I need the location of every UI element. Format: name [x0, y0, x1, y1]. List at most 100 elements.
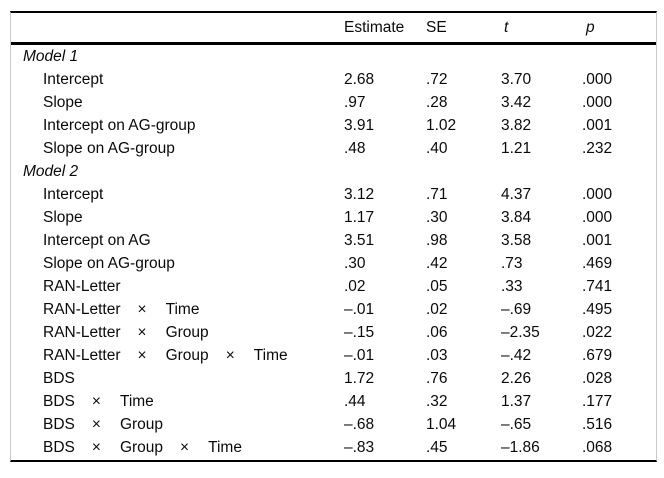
cell-t: 4.37: [501, 185, 532, 203]
cell-se: .06: [426, 324, 448, 342]
multiply-sign: ×: [137, 347, 147, 365]
row-label: RAN-Letter × Group: [11, 324, 344, 342]
row-label: BDS × Group: [11, 416, 344, 434]
multiply-sign: ×: [91, 416, 101, 434]
cell-estimate: .30: [344, 254, 366, 272]
row-label: RAN-Letter × Time: [11, 301, 344, 319]
multiply-sign: ×: [137, 301, 147, 319]
cell-t: 1.37: [501, 393, 532, 411]
header-p: p: [586, 18, 595, 36]
model-section-row: Model 2: [11, 160, 656, 183]
cell-t: 3.58: [501, 231, 532, 249]
table-row: RAN-Letter .02 .05 .33 .741: [11, 275, 656, 298]
label-text: Slope on AG-group: [43, 139, 175, 157]
label-text: Group: [119, 416, 164, 434]
table-row: Slope on AG-group .48 .40 1.21 .232: [11, 137, 656, 160]
section-label: Model 1: [11, 48, 344, 66]
cell-p: .495: [582, 301, 613, 319]
multiply-sign: ×: [137, 324, 147, 342]
cell-estimate: –.83: [344, 439, 375, 457]
cell-se: .02: [426, 301, 448, 319]
multiply-sign: ×: [91, 393, 101, 411]
label-text: Group: [119, 439, 164, 457]
cell-t: –.65: [501, 416, 532, 434]
label-text: RAN-Letter: [43, 347, 121, 365]
cell-se: .28: [426, 93, 448, 111]
cell-se: .30: [426, 208, 448, 226]
cell-se: .72: [426, 70, 448, 88]
row-label: Intercept on AG-group: [11, 117, 344, 135]
cell-t: 3.82: [501, 116, 532, 134]
cell-p: .741: [582, 277, 613, 295]
cell-se: .45: [426, 439, 448, 457]
cell-t: 2.26: [501, 370, 532, 388]
cell-t: –.42: [501, 347, 532, 365]
cell-estimate: 2.68: [344, 70, 375, 88]
cell-p: .028: [582, 370, 613, 388]
cell-t: 3.70: [501, 70, 532, 88]
label-text: Intercept: [43, 70, 104, 88]
table-row: Intercept 3.12 .71 4.37 .000: [11, 183, 656, 206]
row-label: Slope on AG-group: [11, 140, 344, 158]
label-text: Time: [253, 347, 288, 365]
cell-estimate: –.01: [344, 347, 375, 365]
cell-estimate: 3.51: [344, 231, 375, 249]
cell-t: –2.35: [501, 324, 540, 342]
cell-estimate: –.01: [344, 301, 375, 319]
row-label: Intercept: [11, 186, 344, 204]
cell-p: .469: [582, 254, 613, 272]
label-text: RAN-Letter: [43, 301, 121, 319]
cell-p: .022: [582, 324, 613, 342]
table-row: RAN-Letter × Group × Time –.01 .03 –.42 .679: [11, 345, 656, 368]
row-label: Intercept on AG: [11, 232, 344, 250]
label-text: Model 2: [23, 162, 79, 180]
label-text: Group: [165, 324, 209, 342]
cell-t: –1.86: [501, 439, 540, 457]
table-row: Slope .97 .28 3.42 .000: [11, 91, 656, 114]
table-row: BDS × Group × Time –.83 .45 –1.86 .068: [11, 437, 656, 460]
cell-estimate: .02: [344, 277, 366, 295]
cell-p: .000: [582, 185, 613, 203]
cell-p: .679: [582, 347, 613, 365]
cell-se: 1.04: [426, 416, 457, 434]
header-se: SE: [426, 18, 447, 36]
cell-p: .516: [582, 416, 613, 434]
cell-p: .177: [582, 393, 613, 411]
cell-t: 1.21: [501, 139, 532, 157]
cell-se: 1.02: [426, 116, 457, 134]
table-row: BDS 1.72 .76 2.26 .028: [11, 368, 656, 391]
table-row: Slope 1.17 .30 3.84 .000: [11, 206, 656, 229]
row-label: Slope: [11, 94, 344, 112]
table-body: Model 1 Intercept 2.68 .72 3.70 .000 Slope .97.…: [11, 45, 656, 460]
label-text: Model 1: [23, 47, 79, 65]
table-header-row: Estimate SE t p: [11, 13, 656, 45]
row-label: RAN-Letter: [11, 278, 344, 296]
cell-p: .000: [582, 70, 613, 88]
cell-t: .33: [501, 277, 523, 295]
row-label: RAN-Letter × Group × Time: [11, 347, 344, 365]
cell-t: 3.42: [501, 93, 532, 111]
cell-se: .71: [426, 185, 448, 203]
cell-estimate: –.15: [344, 324, 375, 342]
cell-p: .000: [582, 93, 613, 111]
label-text: Time: [208, 439, 242, 457]
cell-p: .001: [582, 231, 613, 249]
row-label: Slope: [11, 209, 344, 227]
label-text: RAN-Letter: [43, 324, 121, 342]
label-text: BDS: [43, 393, 75, 411]
table-row: BDS × Group –.68 1.04 –.65 .516: [11, 414, 656, 437]
label-text: BDS: [43, 370, 75, 388]
cell-estimate: 1.72: [344, 370, 375, 388]
cell-se: .03: [426, 347, 448, 365]
header-t: t: [504, 18, 509, 36]
cell-p: .068: [582, 439, 613, 457]
label-text: Time: [165, 301, 200, 319]
cell-estimate: .44: [344, 393, 366, 411]
cell-se: .98: [426, 231, 448, 249]
cell-se: .76: [426, 370, 448, 388]
label-text: Slope: [43, 93, 83, 111]
section-label: Model 2: [11, 163, 344, 181]
label-text: Time: [119, 393, 154, 411]
multiply-sign: ×: [225, 347, 235, 365]
cell-estimate: 1.17: [344, 208, 375, 226]
